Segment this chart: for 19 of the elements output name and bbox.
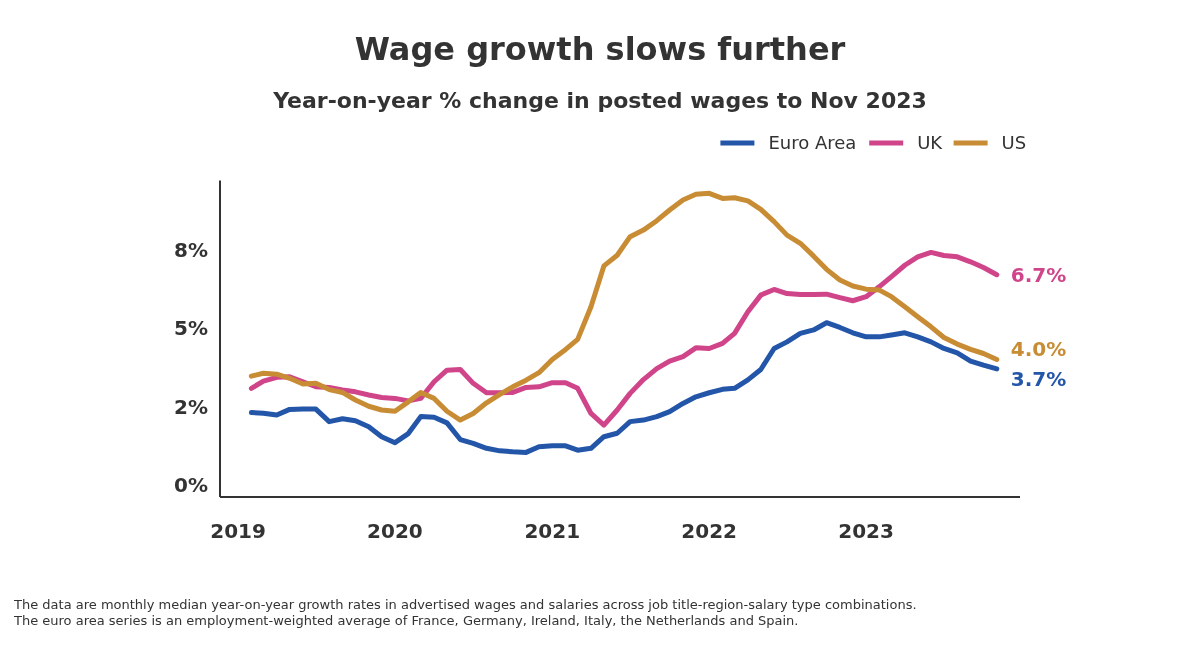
legend-label: US <box>1001 132 1027 154</box>
y-tick-label: 5% <box>174 316 208 341</box>
annotation: 4.0% <box>1010 337 1067 362</box>
x-tick-label: 2021 <box>524 519 581 543</box>
x-tick-label: 2022 <box>681 519 738 543</box>
y-tick-label: 2% <box>174 394 208 419</box>
y-tick-label: 8% <box>174 237 208 262</box>
legend-label: UK <box>917 132 944 154</box>
x-tick-label: 2023 <box>838 519 894 543</box>
chart-title: Wage growth slows further <box>354 30 846 68</box>
text: The euro area series is an employment-weighted average of France, Germany, Ireland, Italy, the Netherlands and Spain. <box>13 613 799 628</box>
legend-label: Euro Area <box>768 132 857 154</box>
x-tick-label: 2020 <box>367 519 423 543</box>
text: The data are monthly median year-on-year growth rates in advertised wages and salaries across job title-region-salary type combinations. <box>13 597 917 612</box>
annotation: 6.7% <box>1010 262 1067 287</box>
y-tick-label: 0% <box>174 473 208 498</box>
annotation: 3.7% <box>1010 367 1067 392</box>
chart-subtitle: Year-on-year % change in posted wages to Nov 2023 <box>272 88 927 113</box>
x-tick-label: 2019 <box>210 519 266 543</box>
